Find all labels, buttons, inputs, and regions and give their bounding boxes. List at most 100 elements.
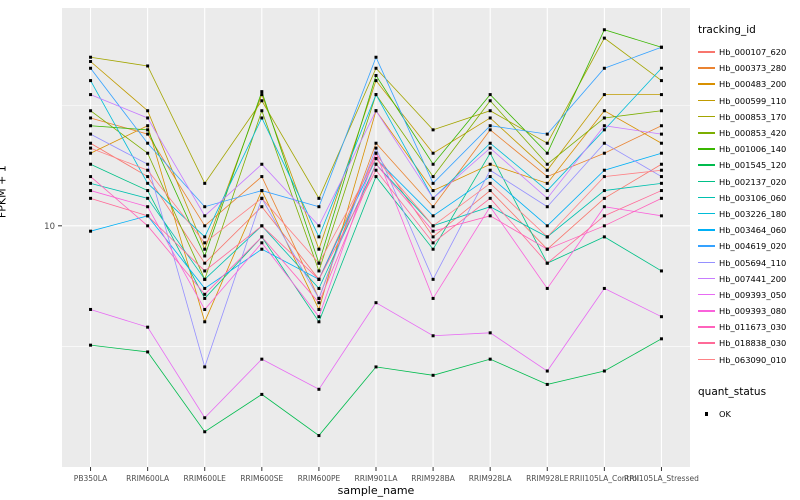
data-point (89, 124, 93, 128)
data-point (317, 286, 321, 290)
data-point (431, 196, 435, 200)
data-point (374, 162, 378, 166)
data-point (488, 151, 492, 155)
legend-item: Hb_018838_030 (698, 335, 798, 351)
data-point (659, 132, 663, 136)
x-tick-label: RRII105LA_Control (570, 474, 640, 483)
legend-key-line-icon (698, 257, 715, 269)
data-point (545, 189, 549, 193)
data-point (545, 369, 549, 373)
legend-item: Hb_000483_200 (698, 76, 798, 92)
data-point (488, 196, 492, 200)
data-point (317, 387, 321, 391)
x-tick-label: RRII105LA_Stressed (624, 474, 699, 483)
data-point (260, 392, 264, 396)
data-point (203, 292, 207, 296)
legend-key-line-icon (698, 143, 715, 155)
data-point (374, 365, 378, 369)
data-point (431, 334, 435, 338)
legend-key-line-icon (698, 354, 715, 366)
data-point (260, 162, 264, 166)
legend-title-tracking-id: tracking_id (698, 24, 756, 36)
data-point (431, 205, 435, 209)
legend-key-line-icon (698, 95, 715, 107)
data-point (488, 181, 492, 185)
data-point (488, 146, 492, 150)
data-point (89, 93, 93, 97)
data-point (545, 205, 549, 209)
data-point (203, 416, 207, 420)
y-axis-title: FPKM + 1 (0, 165, 9, 219)
data-point (203, 307, 207, 311)
data-point (146, 132, 150, 136)
data-point (488, 141, 492, 145)
data-point (431, 175, 435, 179)
data-point (89, 55, 93, 59)
legend-item-label: Hb_000107_620 (719, 47, 787, 58)
data-point (374, 55, 378, 59)
legend-item-label: Hb_002137_020 (719, 176, 787, 187)
legend-key-line-icon (698, 62, 715, 74)
x-tick-label: PB350LA (74, 474, 108, 483)
data-point (659, 66, 663, 70)
data-point (545, 247, 549, 251)
data-point (374, 301, 378, 305)
data-point (260, 189, 264, 193)
data-point (260, 109, 264, 113)
data-point (260, 116, 264, 120)
data-point (146, 124, 150, 128)
legend-item-label: Hb_004619_020 (719, 241, 787, 252)
legend-item: Hb_009393_050 (698, 287, 798, 303)
data-point (659, 124, 663, 128)
y-tick-label: 10 (44, 222, 55, 232)
legend-item: Hb_009393_080 (698, 303, 798, 319)
data-point (602, 224, 606, 228)
legend-item-label: Hb_003464_060 (719, 225, 787, 236)
data-point (317, 315, 321, 319)
x-tick-label: RRIM600SE (240, 474, 283, 483)
data-point (659, 141, 663, 145)
data-point (431, 241, 435, 245)
legend-item: Hb_011673_030 (698, 319, 798, 335)
data-point (146, 151, 150, 155)
data-point (146, 325, 150, 329)
data-point (659, 93, 663, 97)
data-point (659, 337, 663, 341)
legend-key-line-icon (698, 273, 715, 285)
legend-title-quant-status: quant_status (698, 385, 767, 398)
data-point (431, 296, 435, 300)
data-point (545, 168, 549, 172)
data-point (89, 109, 93, 113)
data-point (488, 93, 492, 97)
data-point (203, 247, 207, 251)
data-point (146, 162, 150, 166)
data-point (602, 28, 606, 32)
x-tick-label: RRIM600PE (298, 474, 341, 483)
data-point (374, 175, 378, 179)
legend-key-line-icon (698, 208, 715, 220)
data-point (260, 247, 264, 251)
data-point (659, 162, 663, 166)
legend-item: Hb_001006_140 (698, 141, 798, 157)
data-point (89, 146, 93, 150)
data-point (260, 175, 264, 179)
data-point (89, 116, 93, 120)
data-point (260, 90, 264, 94)
data-point (317, 261, 321, 265)
data-point (146, 116, 150, 120)
data-point (89, 79, 93, 83)
data-point (374, 157, 378, 161)
data-point (260, 99, 264, 103)
data-point (260, 357, 264, 361)
legend-item-label: Hb_009393_050 (719, 289, 787, 300)
data-point (488, 168, 492, 172)
legend-item-label: Hb_011673_030 (719, 322, 787, 333)
data-point (659, 168, 663, 172)
data-point (146, 214, 150, 218)
data-point (146, 224, 150, 228)
data-point (545, 141, 549, 145)
data-point (545, 224, 549, 228)
data-point (260, 241, 264, 245)
data-point (659, 181, 663, 185)
data-point (659, 109, 663, 113)
